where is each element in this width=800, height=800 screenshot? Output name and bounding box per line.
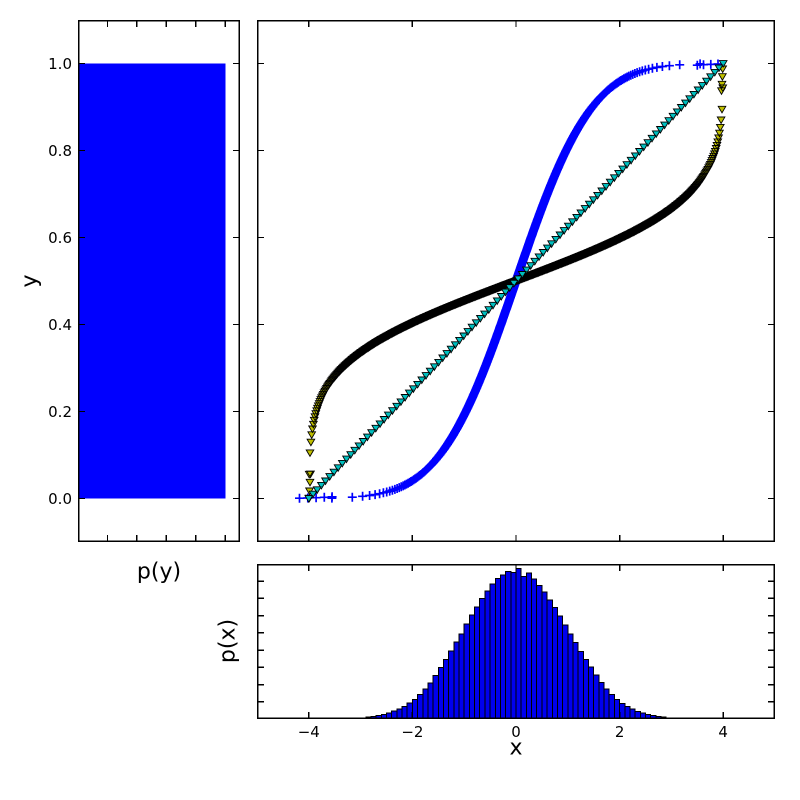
py-panel-ylabel: y xyxy=(17,274,43,288)
py-ytick-label: 0.0 xyxy=(48,489,72,508)
px-histogram-plot xyxy=(257,564,775,719)
axis-ticks xyxy=(78,20,240,542)
hist-bar xyxy=(556,615,564,719)
axis-ticks xyxy=(257,564,775,719)
hist-bar xyxy=(577,650,584,719)
px-xtick-label: 2 xyxy=(614,723,625,741)
hist-bar xyxy=(432,674,439,719)
hist-bar xyxy=(411,698,419,719)
hist-bar xyxy=(531,578,538,719)
py-ytick-label: 0.2 xyxy=(48,402,72,421)
hist-bar xyxy=(505,571,512,719)
hist-bar xyxy=(546,599,553,719)
histogram-bars xyxy=(344,568,688,719)
py-ytick-label: 0.6 xyxy=(48,228,72,247)
py-ytick-label: 0.8 xyxy=(48,141,72,160)
uniform-density-bar xyxy=(78,63,226,499)
markers-gaussian-cdf xyxy=(295,59,723,503)
hist-bar xyxy=(422,688,429,719)
hist-bar xyxy=(499,574,507,719)
hist-bar xyxy=(484,590,491,719)
hist-bar xyxy=(401,705,408,719)
hist-bar xyxy=(619,702,626,719)
py-panel-xlabel: p(y) xyxy=(136,559,182,585)
hist-bar xyxy=(458,633,465,719)
axis-ticks xyxy=(257,20,775,542)
hist-bar xyxy=(494,578,501,719)
axis-frame xyxy=(78,20,240,542)
hist-bar xyxy=(562,624,569,719)
hist-bar xyxy=(624,706,631,719)
hist-bar xyxy=(603,688,610,719)
hist-bar xyxy=(567,633,574,719)
hist-bar xyxy=(613,698,621,719)
hist-bar xyxy=(608,694,615,719)
hist-bar xyxy=(598,682,605,719)
hist-bar xyxy=(437,667,444,719)
hist-bar xyxy=(588,666,595,719)
hist-bar xyxy=(417,694,424,719)
hist-bar xyxy=(468,614,476,719)
hist-bar xyxy=(474,606,481,719)
py-bar-plot xyxy=(78,20,240,542)
cdf-scatter-plot xyxy=(257,20,775,542)
hist-bar xyxy=(406,702,413,719)
hist-bar xyxy=(453,641,460,719)
hist-bar xyxy=(515,568,522,719)
px-xtick-label: 0 xyxy=(511,723,521,741)
axis-frame xyxy=(257,20,775,542)
axis-frame xyxy=(257,564,775,719)
py-ytick-label: 1.0 xyxy=(48,54,72,73)
hist-bar xyxy=(510,572,517,719)
hist-bar xyxy=(520,575,527,719)
hist-bar xyxy=(582,658,590,719)
hist-bar xyxy=(489,583,496,719)
hist-bar xyxy=(551,607,558,719)
markers-uniform-cdf xyxy=(304,60,728,503)
series-uniform-cdf xyxy=(304,60,728,503)
hist-bar xyxy=(572,642,579,719)
hist-bar xyxy=(448,650,455,719)
hist-bar xyxy=(427,682,434,719)
px-xtick-label: −4 xyxy=(297,723,320,741)
hist-bar xyxy=(442,658,450,719)
px-xtick-label: 4 xyxy=(718,723,728,741)
hist-bar xyxy=(541,591,548,719)
series-gaussian-cdf xyxy=(295,59,723,503)
hist-bar xyxy=(463,623,470,719)
hist-bar xyxy=(593,674,600,719)
px-panel-xlabel: x xyxy=(509,735,523,761)
hist-bar xyxy=(525,572,533,719)
py-ytick-label: 0.4 xyxy=(48,315,72,334)
px-panel-ylabel: p(x) xyxy=(215,618,241,664)
px-xtick-label: −2 xyxy=(401,723,424,741)
hist-bar xyxy=(479,598,486,719)
hist-bar xyxy=(536,584,543,719)
